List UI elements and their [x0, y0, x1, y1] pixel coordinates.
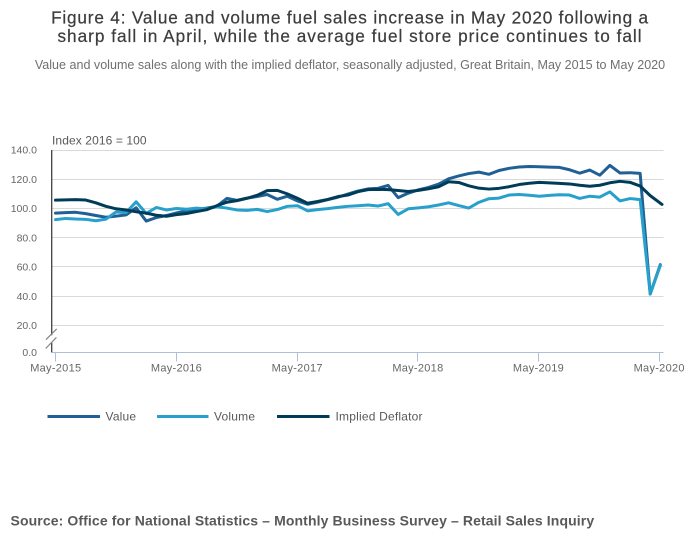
- svg-text:May-2019: May-2019: [513, 363, 564, 375]
- svg-text:Source: Office for National St: Source: Office for National Statistics –…: [11, 513, 595, 529]
- svg-text:40.0: 40.0: [17, 291, 38, 303]
- svg-text:20.0: 20.0: [17, 320, 38, 332]
- svg-text:May-2017: May-2017: [272, 363, 323, 375]
- svg-text:Implied Deflator: Implied Deflator: [336, 410, 423, 424]
- svg-text:120.0: 120.0: [11, 174, 37, 186]
- svg-text:May-2018: May-2018: [392, 363, 443, 375]
- svg-text:Index 2016 = 100: Index 2016 = 100: [52, 134, 147, 148]
- svg-text:May-2020: May-2020: [634, 363, 685, 375]
- svg-text:Value and volume sales along w: Value and volume sales along with the im…: [35, 58, 665, 72]
- svg-text:140.0: 140.0: [11, 145, 37, 157]
- svg-text:0.0: 0.0: [22, 347, 37, 359]
- svg-text:Value: Value: [106, 410, 137, 424]
- svg-text:May-2016: May-2016: [151, 363, 202, 375]
- svg-text:May-2015: May-2015: [30, 363, 81, 375]
- svg-text:Volume: Volume: [214, 410, 255, 424]
- svg-text:60.0: 60.0: [17, 262, 38, 274]
- svg-text:Figure 4: Value and volume fue: Figure 4: Value and volume fuel sales in…: [51, 8, 649, 28]
- svg-text:80.0: 80.0: [17, 232, 38, 244]
- svg-text:sharp fall in April, while the: sharp fall in April, while the average f…: [57, 26, 642, 46]
- svg-text:100.0: 100.0: [11, 203, 37, 215]
